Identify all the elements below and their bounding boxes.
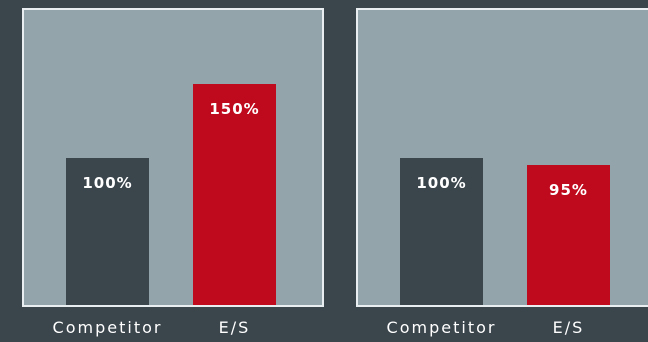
bar-competitor-right: 100% <box>400 158 483 305</box>
bar-es-right-label: 95% <box>549 181 588 199</box>
left-chart-panel: 100% 150% <box>22 8 324 307</box>
bar-es-left: 150% <box>193 84 276 305</box>
bar-es-left-label: 150% <box>209 100 260 118</box>
right-chart-panel: 100% 95% <box>356 8 648 307</box>
category-label-competitor-right: Competitor <box>386 318 497 337</box>
category-label-competitor-left: Competitor <box>52 318 163 337</box>
category-label-es-right: E/S <box>552 318 585 337</box>
bar-competitor-left-label: 100% <box>82 174 133 192</box>
bar-competitor-left: 100% <box>66 158 149 305</box>
bar-competitor-right-label: 100% <box>416 174 467 192</box>
category-label-es-left: E/S <box>218 318 251 337</box>
bar-es-right: 95% <box>527 165 610 305</box>
